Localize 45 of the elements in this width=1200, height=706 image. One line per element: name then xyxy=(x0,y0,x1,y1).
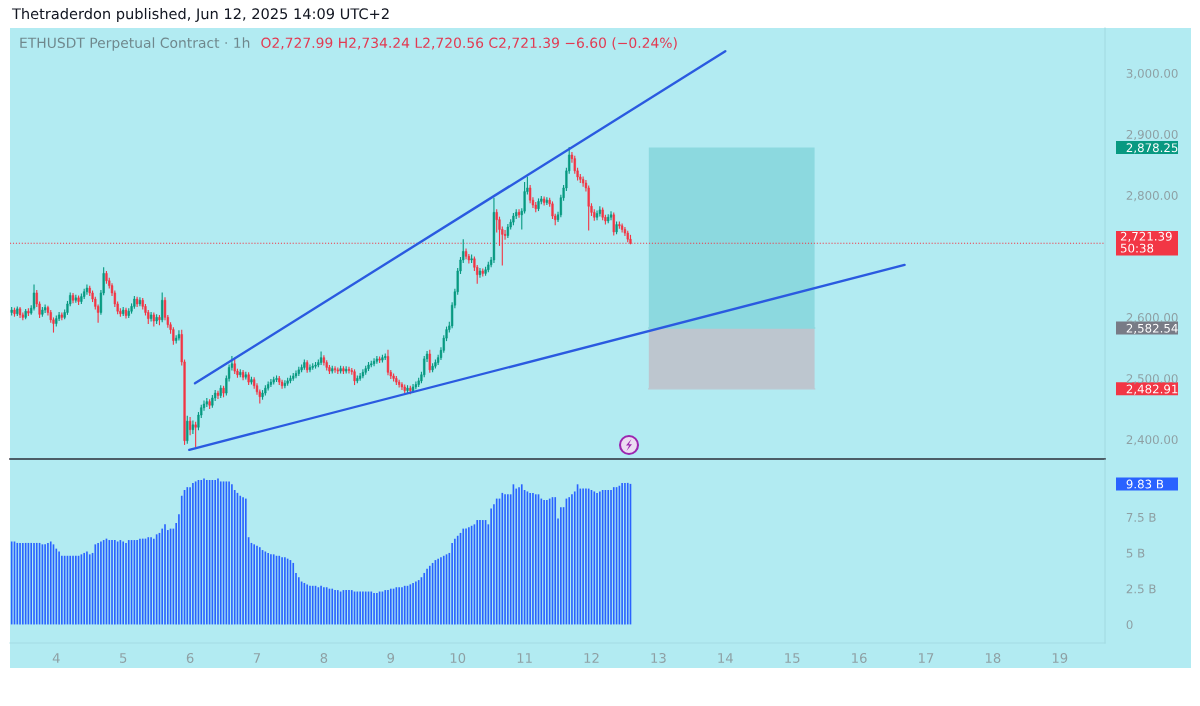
x-tick-label: 17 xyxy=(919,653,934,663)
candlestick xyxy=(612,212,615,236)
x-tick-label: 14 xyxy=(718,653,733,663)
x-tick-label: 4 xyxy=(52,653,60,663)
candlestick xyxy=(400,382,404,390)
x-tick-label: 19 xyxy=(1052,652,1068,663)
candlestick xyxy=(161,292,164,323)
x-tick-label: 12 xyxy=(584,652,599,663)
y-tick-label: 2,582.54 xyxy=(1126,323,1178,334)
x-tick-label: 11 xyxy=(517,653,532,663)
x-tick-label: 6 xyxy=(186,652,194,663)
candlestick xyxy=(359,372,362,381)
candlestick xyxy=(609,211,613,221)
candlestick xyxy=(375,355,378,364)
x-tick-label: 13 xyxy=(651,652,666,663)
x-tick-label: 16 xyxy=(852,652,867,663)
y-tick-label: 2,482.91 xyxy=(1126,384,1178,395)
candlestick xyxy=(545,197,548,205)
candlestick xyxy=(414,381,418,390)
y-tick-label: 2,400.00 xyxy=(1126,435,1178,446)
candlestick xyxy=(177,330,181,341)
text: Thetraderdon published, Jun 12, 2025 14:09 UTC+2 xyxy=(11,7,389,23)
candlestick xyxy=(319,351,323,365)
x-tick-label: 15 xyxy=(785,653,800,663)
ref-line-label: 2,721.39 50:38 xyxy=(1120,231,1172,253)
y-tick-label: 5 B xyxy=(1126,548,1145,558)
y-tick-label: 2,900.00 xyxy=(1126,129,1178,141)
text: O2,727.99 H2,734.24 L2,720.56 C2,721.39 −6.60 (−0.24%) xyxy=(261,37,677,50)
y-tick-label: 0 xyxy=(1126,620,1133,630)
y-tick-label: 2.5 B xyxy=(1126,584,1156,594)
y-tick-label: 3,000.00 xyxy=(1126,68,1178,80)
x-tick-label: 10 xyxy=(450,652,466,663)
x-tick-label: 7 xyxy=(253,653,261,663)
y-tick-label: 2,600.00 xyxy=(1126,313,1178,324)
y-tick-label: 2,878.25 xyxy=(1126,143,1178,154)
y-tick-label: 9.83 B xyxy=(1126,479,1164,489)
x-tick-label: 8 xyxy=(320,652,328,663)
y-tick-label: 2,800.00 xyxy=(1126,191,1178,202)
x-tick-label: 18 xyxy=(985,652,1001,663)
y-tick-label: 7.5 B xyxy=(1126,513,1156,522)
x-tick-label: 5 xyxy=(120,653,127,663)
y-tick-label: 2,500.00 xyxy=(1126,374,1178,385)
x-tick-label: 9 xyxy=(387,652,395,663)
candlestick xyxy=(269,379,273,387)
text: ETHUSDT Perpetual Contract · 1h xyxy=(20,37,250,51)
